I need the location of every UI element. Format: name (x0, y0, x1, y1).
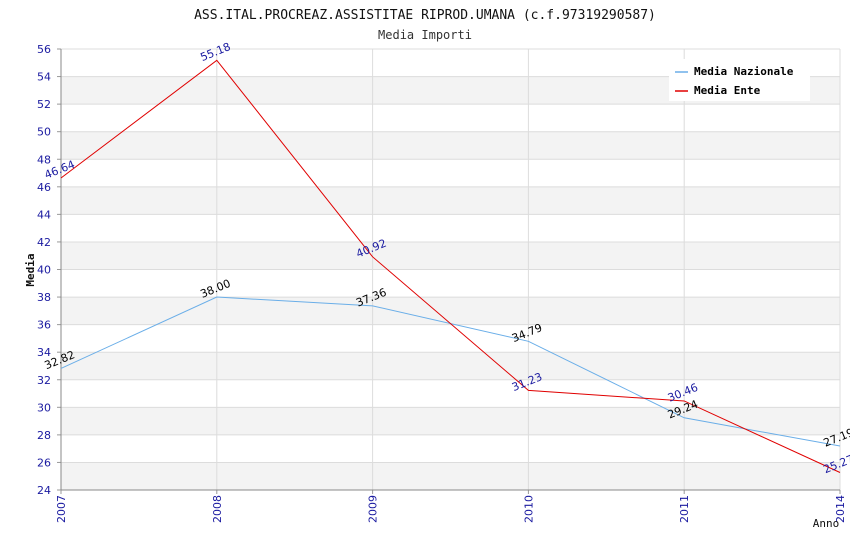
grid-band (61, 407, 840, 435)
x-tick-label: 2011 (678, 495, 691, 523)
y-tick-label: 26 (37, 456, 51, 469)
legend-label-media-nazionale: Media Nazionale (694, 65, 794, 78)
y-tick-label: 34 (37, 346, 51, 359)
axes (57, 48, 841, 494)
legend-label-media-ente: Media Ente (694, 84, 761, 97)
y-tick-label: 44 (37, 208, 51, 221)
x-tick-label: 2010 (522, 495, 535, 523)
chart-subtitle: Media Importi (378, 28, 472, 42)
y-tick-label: 24 (37, 484, 51, 497)
grid-band (61, 324, 840, 353)
y-tick-label: 56 (37, 43, 51, 56)
grid (60, 48, 841, 491)
y-tick-label: 32 (37, 374, 51, 387)
x-tick-labels: 2007 2008 2009 2010 2011 2014 (55, 495, 847, 523)
y-tick-label: 28 (37, 429, 51, 442)
grid-band (61, 214, 840, 242)
x-axis-label: Anno (813, 517, 840, 530)
grid-band (61, 159, 840, 187)
grid-band (61, 269, 840, 298)
grid-band (61, 104, 840, 132)
y-tick-label: 38 (37, 291, 51, 304)
grid-band (61, 131, 840, 160)
y-tick-label: 54 (37, 71, 51, 84)
legend: Media Nazionale Media Ente (669, 59, 810, 101)
grid-band (61, 186, 840, 215)
grid-band (61, 352, 840, 380)
series-lines (60, 59, 841, 473)
y-tick-label: 50 (37, 126, 51, 139)
y-tick-label: 46 (37, 181, 51, 194)
x-tick-label: 2014 (834, 495, 847, 523)
x-tick-label: 2008 (211, 495, 224, 523)
x-tick-label: 2007 (55, 495, 68, 523)
y-tick-label: 48 (37, 153, 51, 166)
legend-box (669, 59, 810, 101)
y-tick-label: 52 (37, 98, 51, 111)
chart-title: ASS.ITAL.PROCREAZ.ASSISTITAE RIPROD.UMAN… (194, 8, 656, 23)
grid-band (61, 241, 840, 270)
y-tick-labels: 24 26 28 30 32 34 36 38 40 42 44 46 48 50 52 54 56 (37, 43, 51, 497)
plot-background (61, 49, 840, 490)
y-tick-label: 40 (37, 264, 51, 277)
y-axis-label: Media (24, 253, 37, 286)
y-tick-label: 36 (37, 319, 51, 332)
y-tick-label: 42 (37, 236, 51, 249)
grid-band (61, 297, 840, 325)
grid-band (61, 379, 840, 408)
series-line-media-ente (60, 59, 841, 473)
grid-band (61, 434, 840, 463)
x-tick-label: 2009 (367, 495, 380, 523)
grid-band (61, 462, 840, 490)
y-tick-label: 30 (37, 401, 51, 414)
